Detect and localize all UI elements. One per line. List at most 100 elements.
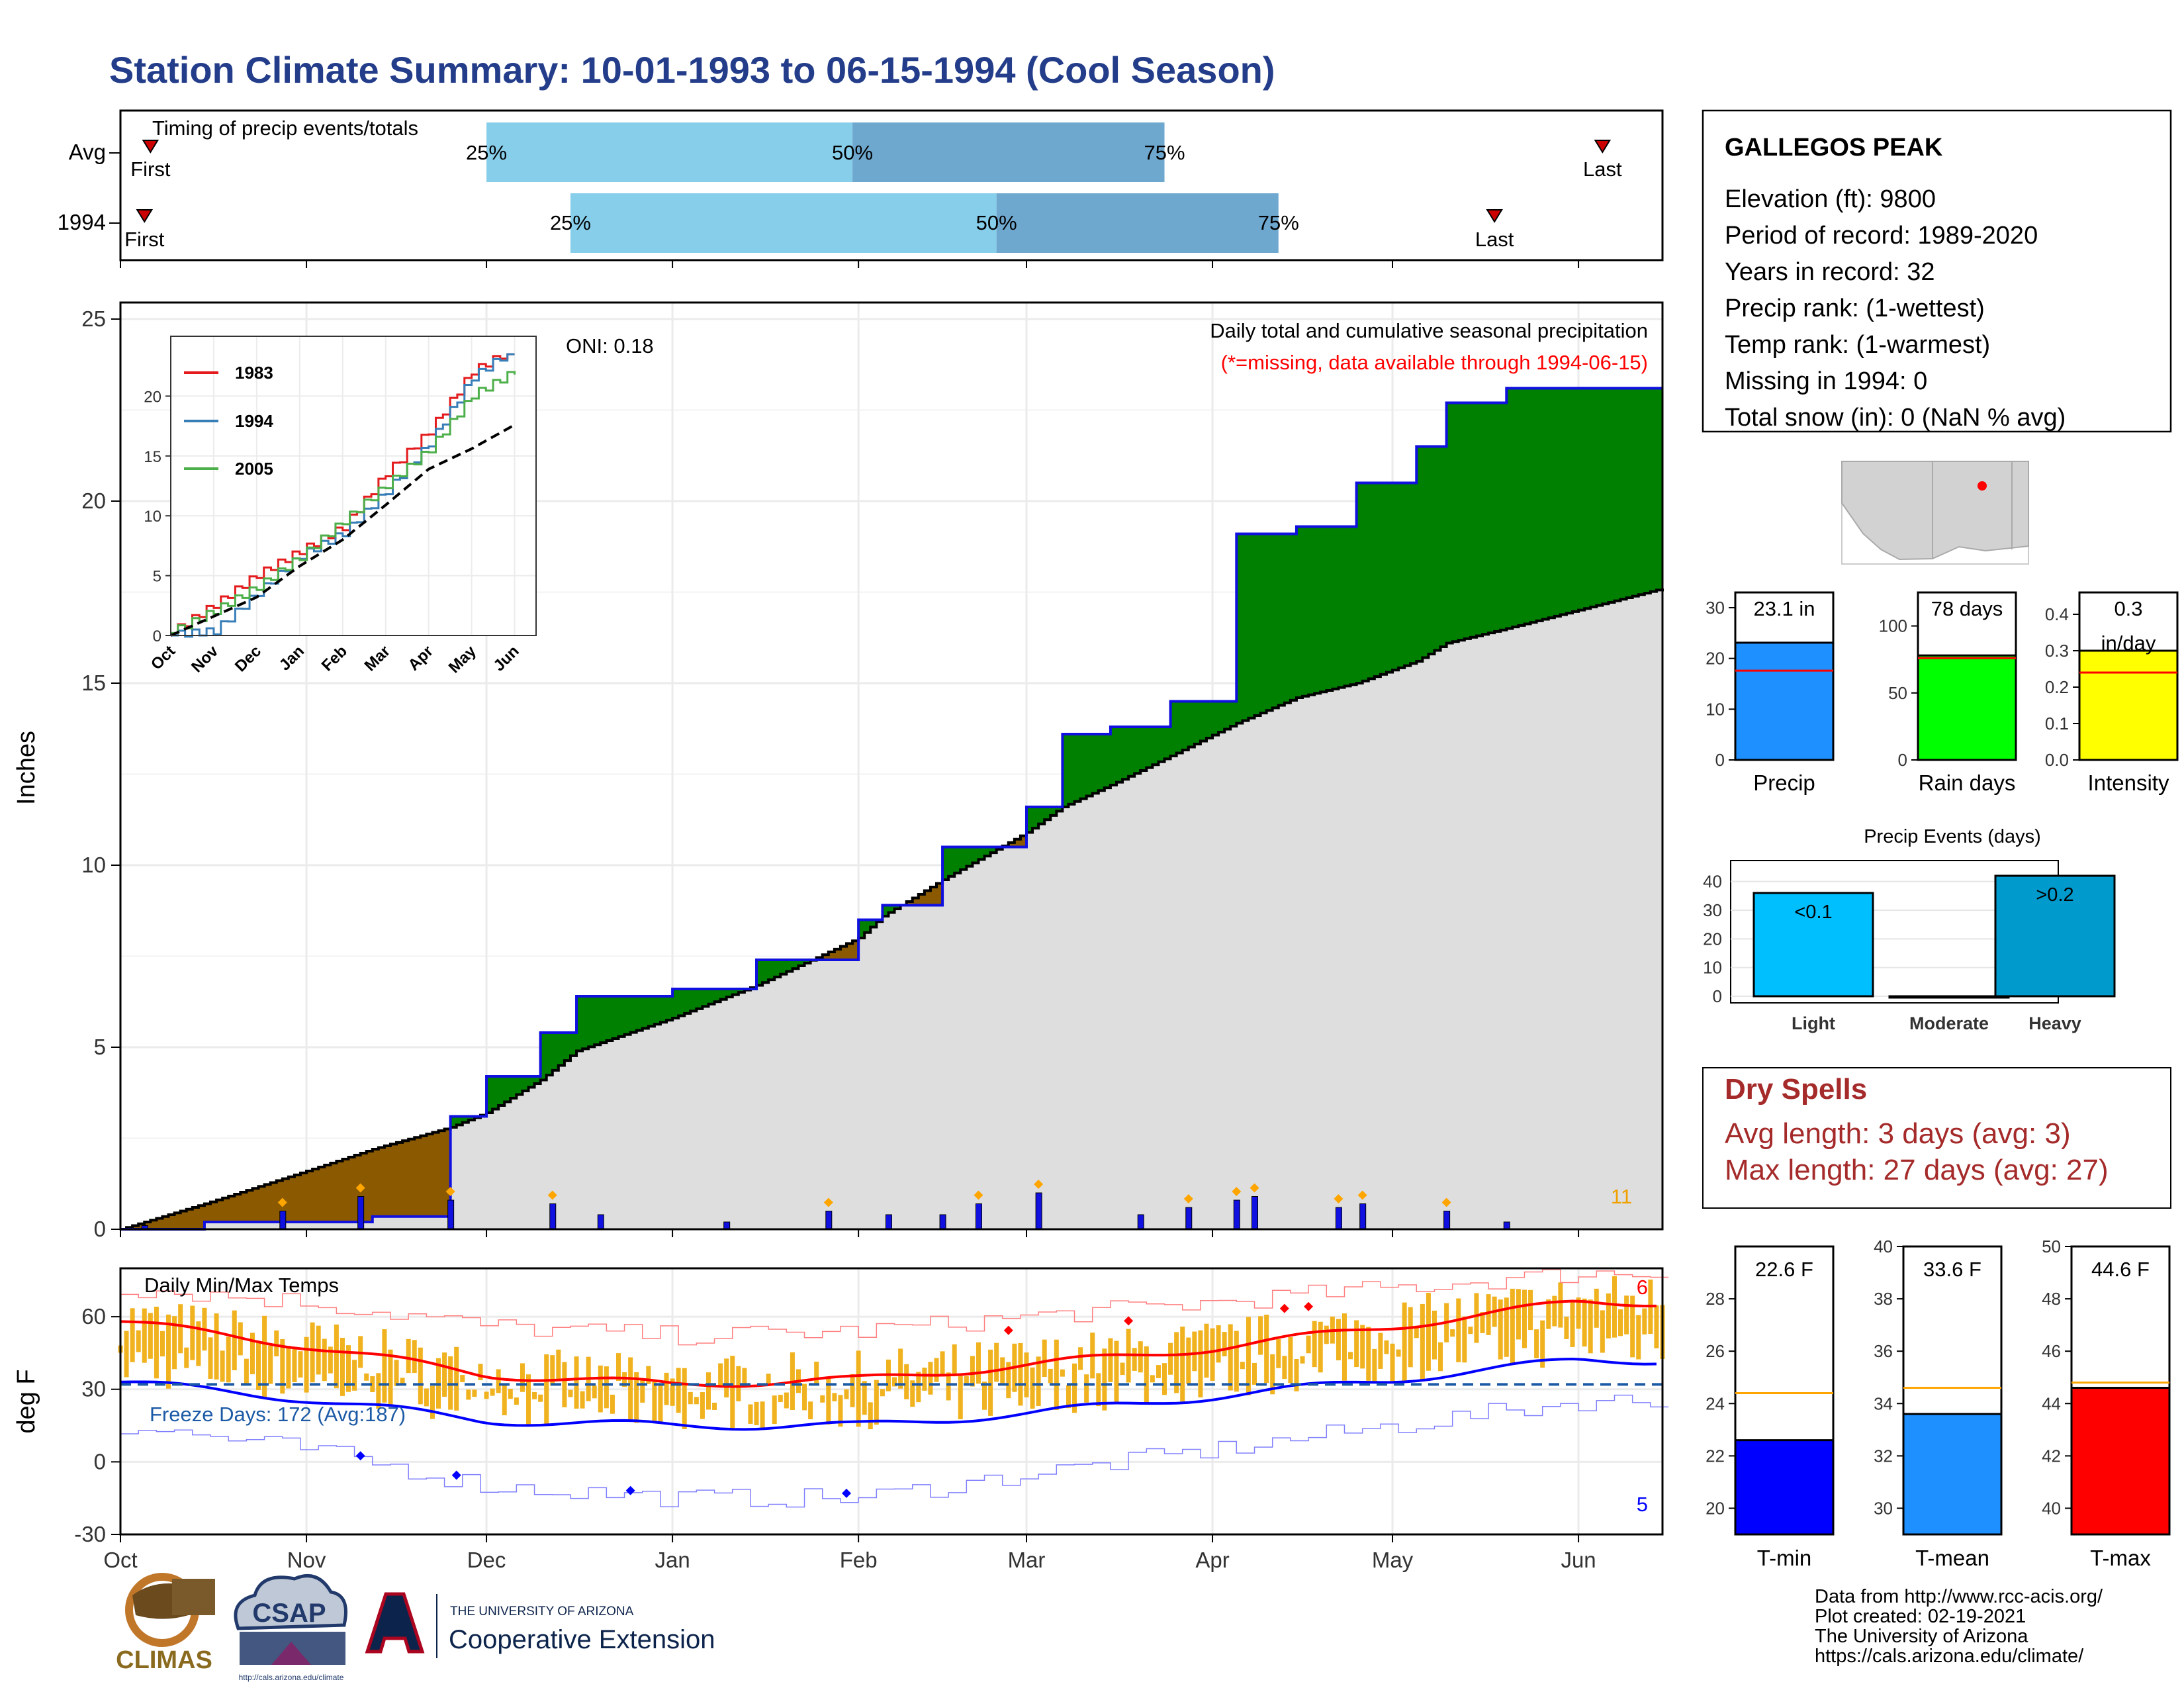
- daily-temp-bar: [406, 1338, 411, 1374]
- daily-temp-bar: [1288, 1336, 1293, 1383]
- daily-temp-bar: [520, 1363, 525, 1392]
- daily-temp-bar: [1270, 1354, 1275, 1395]
- normal-cumulative-area: [120, 588, 1662, 1229]
- daily-temp-bar: [1276, 1338, 1281, 1368]
- daily-temp-bar: [232, 1310, 237, 1371]
- daily-temp-bar: [460, 1375, 465, 1383]
- daily-temp-bar: [1228, 1324, 1233, 1391]
- month-label-oct: Oct: [103, 1548, 137, 1572]
- timing-last-label: Last: [1583, 158, 1622, 181]
- daily-temp-bar: [615, 1353, 621, 1382]
- daily-temp-bar: [1510, 1288, 1515, 1364]
- daily-temp-bar: [1432, 1310, 1437, 1360]
- daily-temp-bar: [322, 1338, 327, 1382]
- csap-logo-text: CSAP: [252, 1599, 326, 1628]
- precip-y-ticks: 0 5 10 15 20 25: [81, 306, 120, 1241]
- daily-temp-bar: [1636, 1315, 1641, 1360]
- rain-days-summary-bar: [1917, 654, 2017, 761]
- rain-days-summary-value: 78 days: [1931, 597, 2003, 620]
- daily-temp-bar: [1036, 1356, 1041, 1407]
- daily-temp-bar: [705, 1372, 711, 1410]
- timing-avg-bar-lower: [486, 122, 853, 182]
- t-max-summary-value: 44.6 F: [2091, 1258, 2150, 1281]
- daily-temp-bar: [724, 1358, 729, 1398]
- summary-y-tick-label: 0.1: [2045, 714, 2069, 733]
- temp-panel: Daily Min/Max Temps Freeze Days: 172 (Av…: [13, 1267, 1669, 1546]
- timing-p75-label: 75%: [1144, 141, 1185, 164]
- daily-temp-bar: [1486, 1294, 1491, 1335]
- precip-events-chart: Precip Events (days) 0 10 20 30 40 <0.1 Light M…: [1703, 826, 2116, 1033]
- summary-y-tick-label: 30: [1706, 598, 1725, 618]
- daily-temp-bar: [292, 1348, 297, 1383]
- normal-cumulative-line: [120, 588, 1664, 1231]
- daily-temp-bar: [136, 1330, 141, 1352]
- daily-temp-bar: [994, 1342, 999, 1382]
- events-category-light: Light: [1792, 1013, 1835, 1033]
- record-high-count: 6: [1637, 1276, 1648, 1299]
- events-y-tick-label: 10: [1703, 958, 1722, 978]
- summary-y-tick-label: 10: [1706, 699, 1725, 719]
- daily-temp-bar: [1498, 1299, 1503, 1360]
- heavy-event-marker: [1357, 1190, 1367, 1200]
- temp-y-tick-label: -30: [74, 1522, 106, 1546]
- events-category-moderate: Moderate: [1909, 1013, 1989, 1033]
- daily-temp-bar: [598, 1365, 603, 1413]
- rain-days-summary-label: Rain days: [1919, 771, 2016, 795]
- daily-temp-bar: [124, 1331, 129, 1378]
- daily-temp-bar: [220, 1350, 225, 1382]
- daily-temp-bar: [1072, 1363, 1077, 1413]
- daily-temp-bar: [304, 1336, 309, 1393]
- daily-temp-bar: [1264, 1315, 1269, 1383]
- daily-temp-bar: [1192, 1331, 1197, 1372]
- record-low-line: [120, 1394, 1669, 1508]
- daily-temp-bar: [538, 1394, 543, 1402]
- daily-temp-bar: [1570, 1302, 1575, 1347]
- summary-y-tick-label: 0.2: [2045, 677, 2069, 697]
- timing-row-label-avg: Avg: [69, 140, 106, 164]
- record-high-marker: [1304, 1301, 1314, 1311]
- temp-panel-frame: [119, 1267, 1664, 1536]
- precip-summary-bar: [1734, 641, 1835, 761]
- daily-temp-bar: [424, 1388, 429, 1407]
- daily-temp-bar: [1618, 1309, 1623, 1336]
- daily-temp-bar: [676, 1368, 681, 1413]
- daily-temp-bar: [856, 1350, 861, 1427]
- precip-y-tick-label: 20: [81, 489, 106, 513]
- legend-1983-label: 1983: [235, 363, 273, 383]
- daily-precip-bar: [1233, 1199, 1240, 1230]
- station-line-precip-rank: Precip rank: (1-wettest): [1725, 295, 1985, 322]
- timing-last-marker: [1486, 209, 1503, 223]
- daily-temp-bar: [622, 1372, 627, 1387]
- daily-temp-bar: [256, 1340, 261, 1390]
- daily-temp-bar: [898, 1348, 903, 1389]
- daily-temp-bar: [1144, 1346, 1149, 1403]
- daily-temp-bar: [1114, 1340, 1119, 1404]
- t-max-summary-bar: [2070, 1387, 2171, 1536]
- daily-temp-bar: [250, 1333, 255, 1375]
- timing-first-label: First: [124, 228, 165, 251]
- daily-temp-bar: [568, 1389, 573, 1397]
- daily-temp-bar: [1612, 1276, 1617, 1338]
- daily-temp-bar: [142, 1308, 147, 1363]
- daily-temp-bar: [610, 1394, 615, 1414]
- dry-spells-box: Dry Spells Avg length: 3 days (avg: 3) M…: [1702, 1067, 2171, 1209]
- daily-temp-bar: [880, 1389, 885, 1397]
- events-y-tick-label: 30: [1703, 900, 1722, 920]
- daily-temp-bar: [1120, 1362, 1125, 1376]
- summary-y-tick-label: 0.0: [2045, 750, 2069, 770]
- daily-temp-bar: [478, 1364, 483, 1381]
- daily-precip-bar: [279, 1211, 287, 1230]
- daily-temp-bar: [760, 1401, 765, 1430]
- month-label-jan: Jan: [655, 1548, 690, 1572]
- precip-summary-value: 23.1 in: [1753, 597, 1815, 620]
- station-line-snow: Total snow (in): 0 (NaN % avg): [1725, 404, 2066, 432]
- daily-temp-bar: [1168, 1342, 1173, 1375]
- daily-temp-bar: [1156, 1365, 1161, 1378]
- daily-temp-bar: [286, 1345, 291, 1389]
- daily-temp-bar: [574, 1356, 579, 1409]
- daily-temp-bar: [280, 1339, 285, 1394]
- daily-temp-bar: [772, 1395, 777, 1425]
- daily-temp-bar: [1066, 1385, 1071, 1409]
- daily-temp-bar: [208, 1337, 213, 1379]
